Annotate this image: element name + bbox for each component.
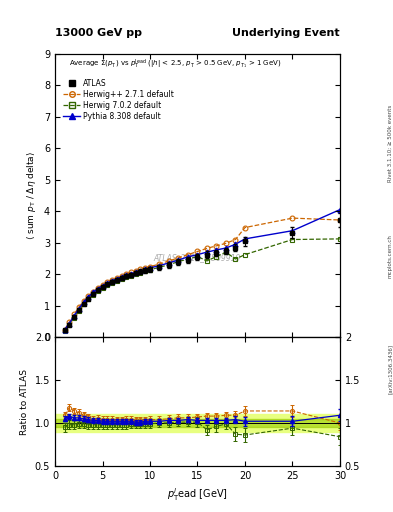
- Text: ATLAS_2017_I1509919: ATLAS_2017_I1509919: [154, 253, 241, 262]
- Y-axis label: $\langle$ sum $p_{\rm T}$ / $\Delta\eta$ delta$\rangle$: $\langle$ sum $p_{\rm T}$ / $\Delta\eta$…: [26, 151, 39, 240]
- X-axis label: $p_{\rm T}^l$ead [GeV]: $p_{\rm T}^l$ead [GeV]: [167, 486, 228, 503]
- Y-axis label: Ratio to ATLAS: Ratio to ATLAS: [20, 369, 29, 435]
- Text: 13000 GeV pp: 13000 GeV pp: [55, 28, 142, 38]
- Legend: ATLAS, Herwig++ 2.7.1 default, Herwig 7.0.2 default, Pythia 8.308 default: ATLAS, Herwig++ 2.7.1 default, Herwig 7.…: [62, 77, 176, 122]
- Text: mcplots.cern.ch: mcplots.cern.ch: [388, 234, 393, 278]
- Text: Average $\Sigma(p_{\rm T})$ vs $p_{\rm T}^{\rm lead}$ ($|h|$ < 2.5, $p_{\rm T}$ : Average $\Sigma(p_{\rm T})$ vs $p_{\rm T…: [69, 58, 282, 71]
- Text: Underlying Event: Underlying Event: [232, 28, 340, 38]
- Text: [arXiv:1306.3436]: [arXiv:1306.3436]: [388, 344, 393, 394]
- Text: Rivet 3.1.10; ≥ 500k events: Rivet 3.1.10; ≥ 500k events: [388, 105, 393, 182]
